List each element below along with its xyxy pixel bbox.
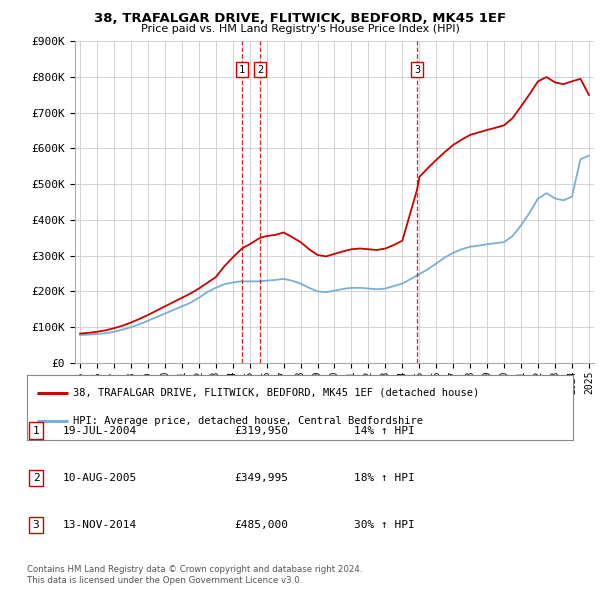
- Text: 13-NOV-2014: 13-NOV-2014: [63, 520, 137, 530]
- Text: 19-JUL-2004: 19-JUL-2004: [63, 426, 137, 435]
- Text: £349,995: £349,995: [234, 473, 288, 483]
- Text: Price paid vs. HM Land Registry's House Price Index (HPI): Price paid vs. HM Land Registry's House …: [140, 24, 460, 34]
- Text: 10-AUG-2005: 10-AUG-2005: [63, 473, 137, 483]
- Text: 30% ↑ HPI: 30% ↑ HPI: [354, 520, 415, 530]
- Text: 38, TRAFALGAR DRIVE, FLITWICK, BEDFORD, MK45 1EF (detached house): 38, TRAFALGAR DRIVE, FLITWICK, BEDFORD, …: [73, 388, 479, 398]
- Text: This data is licensed under the Open Government Licence v3.0.: This data is licensed under the Open Gov…: [27, 576, 302, 585]
- Text: 1: 1: [32, 426, 40, 435]
- Text: HPI: Average price, detached house, Central Bedfordshire: HPI: Average price, detached house, Cent…: [73, 417, 424, 427]
- Text: 18% ↑ HPI: 18% ↑ HPI: [354, 473, 415, 483]
- Text: £319,950: £319,950: [234, 426, 288, 435]
- Text: £485,000: £485,000: [234, 520, 288, 530]
- Text: 3: 3: [32, 520, 40, 530]
- Text: 38, TRAFALGAR DRIVE, FLITWICK, BEDFORD, MK45 1EF: 38, TRAFALGAR DRIVE, FLITWICK, BEDFORD, …: [94, 12, 506, 25]
- Text: 2: 2: [32, 473, 40, 483]
- Text: Contains HM Land Registry data © Crown copyright and database right 2024.: Contains HM Land Registry data © Crown c…: [27, 565, 362, 574]
- Text: 3: 3: [414, 65, 420, 75]
- Text: 1: 1: [239, 65, 245, 75]
- Text: 2: 2: [257, 65, 263, 75]
- Text: 14% ↑ HPI: 14% ↑ HPI: [354, 426, 415, 435]
